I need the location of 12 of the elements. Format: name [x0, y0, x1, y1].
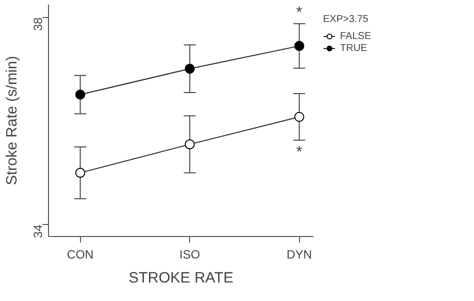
legend-title: EXP>3.75 — [323, 14, 370, 25]
y-tick-label: 38 — [31, 17, 45, 31]
legend-label: TRUE — [340, 42, 368, 54]
x-axis-title: STROKE RATE — [128, 270, 234, 286]
y-axis-title: Stroke Rate (s/min) — [4, 56, 20, 186]
x-tick-label: DYN — [286, 248, 312, 262]
x-tick-label: CON — [66, 248, 94, 262]
annotation: * — [296, 4, 302, 22]
annotation: * — [296, 144, 302, 162]
x-tick-label: ISO — [179, 248, 200, 262]
legend-label: FALSE — [340, 30, 372, 42]
y-tick-label: 34 — [31, 224, 45, 238]
